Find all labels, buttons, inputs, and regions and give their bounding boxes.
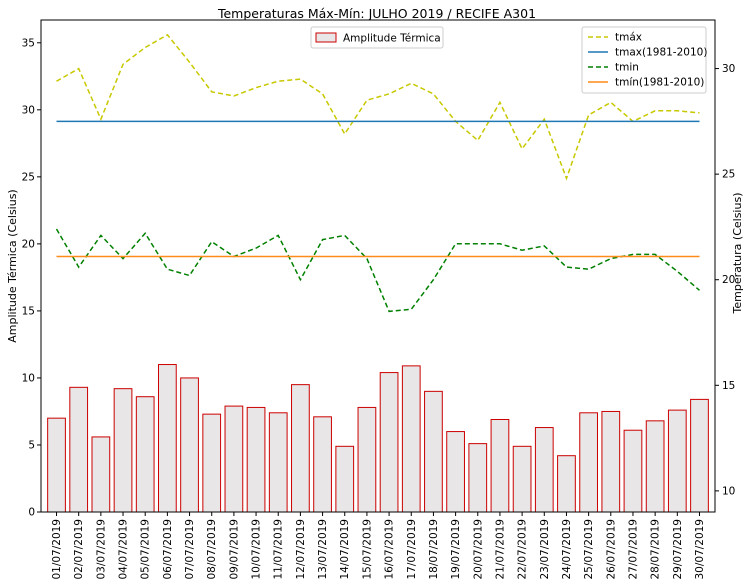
left-tick-label: 10: [22, 372, 35, 384]
bar: [490, 418, 510, 513]
x-tick-label: 25/07/2019: [583, 519, 595, 580]
x-tick-label: 21/07/2019: [494, 519, 506, 580]
bars-legend-swatch: [315, 32, 337, 43]
bars-legend: Amplitude Térmica: [310, 26, 444, 49]
x-tick-label: 07/07/2019: [184, 519, 196, 580]
x-tick-label: 05/07/2019: [140, 519, 152, 580]
left-tick-label: 0: [28, 507, 35, 519]
bar: [579, 412, 598, 513]
left-tick-label: 25: [22, 171, 35, 183]
x-tick-label: 24/07/2019: [561, 519, 573, 580]
bar: [401, 365, 421, 513]
right-tick-label: 20: [722, 274, 735, 286]
bar: [357, 406, 377, 513]
x-tick-label: 10/07/2019: [251, 519, 263, 580]
x-tick-label: 12/07/2019: [295, 519, 307, 580]
x-tick-label: 01/07/2019: [51, 519, 63, 580]
x-tick-label: 16/07/2019: [384, 519, 396, 580]
left-tick-label: 30: [22, 104, 35, 116]
x-tick-label: 19/07/2019: [450, 519, 462, 580]
bar: [534, 427, 554, 513]
lines-legend: tmáx tmax(1981-2010) tmin tmín(1981-2010): [581, 26, 707, 94]
lines-legend-box: [581, 26, 707, 94]
left-axis: 0 5 10 15 20 25 30 35: [22, 37, 41, 519]
bars-legend-label: Amplitude Térmica: [343, 33, 441, 45]
bar: [135, 396, 155, 513]
x-tick-label: 20/07/2019: [472, 519, 484, 580]
bars-legend-box: [310, 26, 444, 49]
x-tick-label: 22/07/2019: [517, 519, 529, 580]
bar: [468, 443, 488, 513]
x-tick-label: 27/07/2019: [628, 519, 640, 580]
bar: [268, 412, 288, 513]
x-tick-label: 13/07/2019: [317, 519, 329, 580]
x-tick-label: 17/07/2019: [406, 519, 418, 580]
bar: [667, 409, 687, 513]
bar: [291, 384, 310, 513]
bar: [424, 390, 443, 513]
x-tick-label: 30/07/2019: [694, 519, 706, 580]
left-tick-label: 20: [22, 238, 35, 250]
bars-layer: [47, 364, 709, 513]
bar: [224, 405, 244, 513]
bar: [202, 413, 222, 513]
bar: [623, 429, 643, 513]
x-tick-label: 29/07/2019: [672, 519, 684, 580]
right-tick-label: 15: [722, 380, 735, 392]
left-tick-label: 5: [28, 439, 35, 451]
x-tick-label: 18/07/2019: [428, 519, 440, 580]
bar: [379, 372, 399, 513]
x-tick-label: 26/07/2019: [605, 519, 617, 580]
right-axis-label: Temperatura (Celsius): [731, 193, 744, 315]
lines-layer: [55, 33, 700, 313]
x-tick-label: 15/07/2019: [361, 519, 373, 580]
left-tick-label: 35: [22, 37, 35, 49]
x-tick-label: 11/07/2019: [273, 519, 285, 580]
left-tick-label: 15: [22, 305, 35, 317]
lines-legend-label: tmáx: [615, 32, 642, 44]
x-tick-label: 03/07/2019: [95, 519, 107, 580]
x-tick-label: 06/07/2019: [162, 519, 174, 580]
series-line: [56, 33, 700, 181]
bar: [690, 398, 709, 513]
left-axis-label: Amplitude Térmica (Celsius): [6, 189, 19, 342]
series-line: [55, 228, 700, 313]
lines-legend-label: tmín(1981-2010): [615, 77, 704, 89]
bar: [446, 431, 465, 513]
x-axis: 01/07/2019 02/07/2019 03/07/2019 04/07/2019…: [51, 512, 706, 580]
chart-title: Temperaturas Máx-Mín: JULHO 2019 / RECIF…: [217, 6, 536, 21]
bar: [557, 455, 576, 513]
x-tick-label: 08/07/2019: [206, 519, 218, 580]
lines-legend-label: tmin: [615, 62, 639, 74]
right-tick-label: 25: [722, 169, 735, 181]
bar: [113, 388, 133, 513]
x-tick-label: 02/07/2019: [73, 519, 85, 580]
bar: [335, 445, 355, 513]
right-tick-label: 10: [722, 485, 735, 497]
bar: [69, 386, 89, 513]
bar: [158, 364, 177, 513]
right-axis: 10 15 20 25 30: [715, 63, 735, 497]
bar: [91, 436, 111, 513]
x-tick-label: 04/07/2019: [118, 519, 130, 580]
x-tick-label: 23/07/2019: [539, 519, 551, 580]
plot-frame: [40, 19, 716, 513]
right-tick-label: 30: [722, 63, 735, 75]
bar: [180, 377, 199, 513]
x-tick-label: 14/07/2019: [339, 519, 351, 580]
bar: [645, 420, 665, 513]
x-tick-label: 09/07/2019: [228, 519, 240, 580]
x-tick-label: 28/07/2019: [650, 519, 662, 580]
bar: [512, 445, 532, 513]
bar: [246, 406, 266, 513]
bar: [601, 410, 621, 513]
lines-legend-label: tmax(1981-2010): [615, 47, 707, 59]
bar: [313, 416, 332, 513]
bar: [47, 417, 66, 513]
